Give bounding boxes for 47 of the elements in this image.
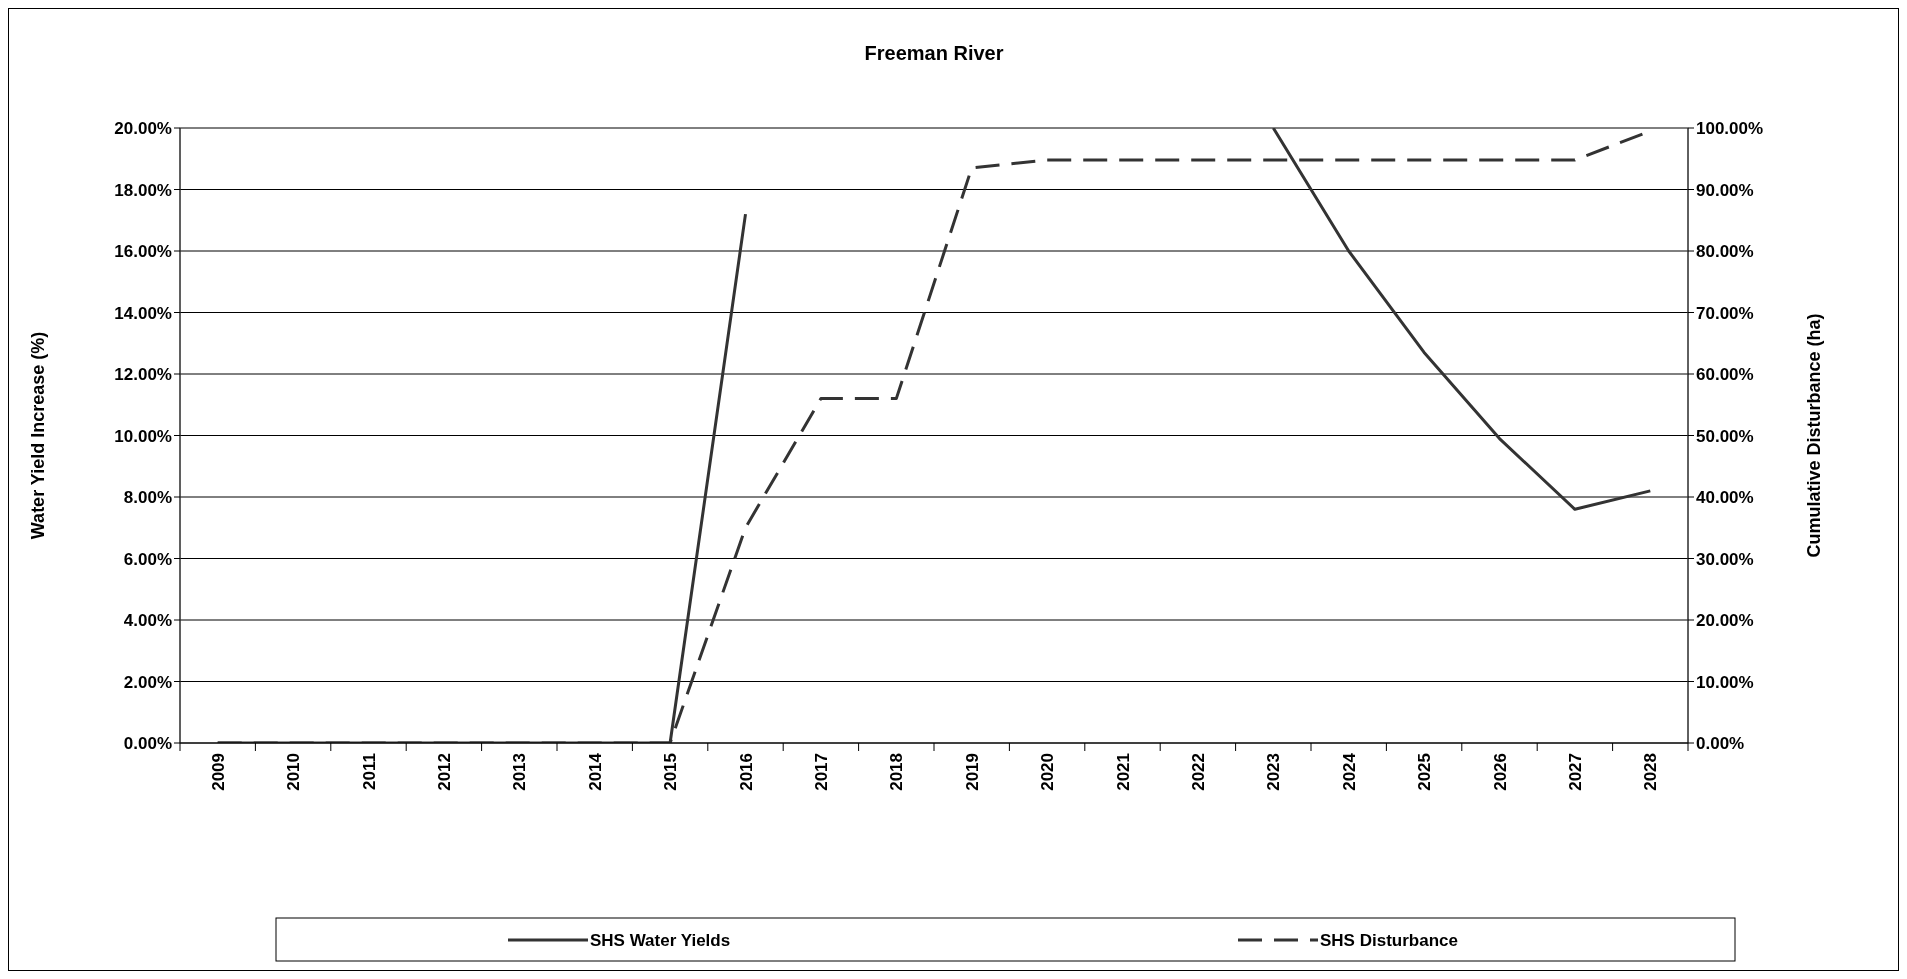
- y-tick-label: 0.00%: [123, 734, 172, 753]
- x-tick-label: 2016: [736, 753, 756, 791]
- y-tick-label: 6.00%: [123, 549, 172, 569]
- x-tick-label: 2024: [1339, 752, 1359, 791]
- y2-tick-label: 70.00%: [1696, 303, 1754, 323]
- y-tick-label: 8.00%: [123, 488, 172, 507]
- y2-tick-label: 30.00%: [1696, 549, 1754, 569]
- x-tick-label: 2009: [208, 753, 228, 791]
- y-tick-label: 14.00%: [114, 303, 172, 323]
- legend-label: SHS Water Yields: [590, 931, 731, 950]
- y-tick-label: 18.00%: [114, 180, 172, 200]
- x-tick-label: 2023: [1264, 753, 1284, 791]
- y2-tick-label: 40.00%: [1696, 488, 1754, 507]
- y2-tick-label: 20.00%: [1696, 611, 1754, 630]
- x-tick-label: 2020: [1038, 753, 1058, 791]
- x-tick-label: 2025: [1415, 753, 1435, 791]
- y2-tick-label: 60.00%: [1696, 365, 1754, 384]
- x-tick-label: 2022: [1188, 753, 1208, 791]
- y-tick-label: 16.00%: [114, 242, 172, 261]
- x-tick-label: 2011: [359, 753, 379, 790]
- y-tick-label: 10.00%: [114, 426, 172, 446]
- y2-tick-label: 50.00%: [1696, 426, 1754, 446]
- y-tick-label: 4.00%: [123, 611, 172, 630]
- x-tick-label: 2015: [661, 753, 681, 791]
- x-tick-label: 2021: [1113, 753, 1133, 791]
- legend-label: SHS Disturbance: [1320, 931, 1458, 950]
- y2-tick-label: 90.00%: [1696, 180, 1754, 200]
- x-tick-label: 2027: [1565, 753, 1585, 791]
- y-tick-label: 20.00%: [114, 119, 172, 138]
- y2-tick-label: 10.00%: [1696, 672, 1754, 692]
- y-axis-title: Water Yield Increase (%): [28, 331, 48, 540]
- y2-tick-label: 80.00%: [1696, 242, 1754, 261]
- x-tick-label: 2010: [284, 753, 304, 791]
- y2-tick-label: 100.00%: [1696, 119, 1764, 138]
- y-tick-label: 2.00%: [123, 672, 172, 692]
- x-tick-label: 2028: [1641, 753, 1661, 791]
- x-tick-label: 2017: [811, 753, 831, 791]
- x-tick-label: 2019: [962, 753, 982, 791]
- x-tick-label: 2013: [510, 753, 530, 791]
- y2-tick-label: 0.00%: [1696, 734, 1745, 753]
- y2-axis-title: Cumulative Disturbance (ha): [1804, 313, 1824, 558]
- chart-title: Freeman River: [864, 42, 1004, 64]
- y-tick-label: 12.00%: [114, 365, 172, 384]
- x-tick-label: 2026: [1490, 753, 1510, 791]
- x-tick-label: 2018: [887, 753, 907, 791]
- x-tick-label: 2014: [585, 752, 605, 791]
- x-tick-label: 2012: [434, 753, 454, 791]
